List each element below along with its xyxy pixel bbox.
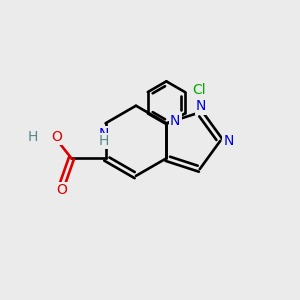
Text: N: N — [99, 127, 109, 141]
Text: N: N — [196, 100, 206, 113]
Text: N: N — [224, 134, 234, 148]
Text: O: O — [51, 130, 62, 144]
Text: H: H — [99, 134, 109, 148]
Text: O: O — [56, 183, 67, 197]
Text: Cl: Cl — [192, 83, 206, 97]
Text: H: H — [28, 130, 38, 144]
Text: N: N — [170, 114, 181, 128]
